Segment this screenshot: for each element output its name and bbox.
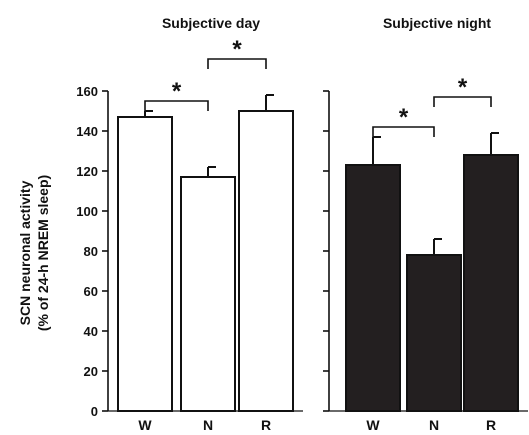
panel-2-category-label-W: W <box>366 417 380 433</box>
panel-2-category-label-N: N <box>429 417 439 433</box>
y-axis-label-line2: (% of 24-h NREM sleep) <box>35 175 51 331</box>
panel-1-category-label-R: R <box>261 417 271 433</box>
y-tick-label-140: 140 <box>76 124 98 139</box>
y-tick-label-120: 120 <box>76 164 98 179</box>
panel-2-category-label-R: R <box>486 417 496 433</box>
panel-1-category-label-N: N <box>203 417 213 433</box>
panel-2-bar-W <box>345 164 401 412</box>
panel-2-title: Subjective night <box>383 15 491 31</box>
panel-2-bar-R <box>463 154 519 412</box>
panel-2-significance-star-2: * <box>458 74 468 101</box>
panel-1-significance-bracket-1 <box>144 100 209 111</box>
panel-2-significance-bracket-2 <box>433 96 492 107</box>
panel-1-bar-W <box>117 116 173 412</box>
panel-1-title: Subjective day <box>162 15 260 31</box>
y-tick-label-160: 160 <box>76 84 98 99</box>
panel-1-bar-N <box>180 176 236 412</box>
panel-1-significance-star-2: * <box>232 36 242 63</box>
y-tick-label-40: 40 <box>84 324 98 339</box>
panel-1-significance-bracket-2 <box>207 58 267 69</box>
y-axis-label-line1: SCN neuronal activity <box>17 180 33 325</box>
panel-1-category-label-W: W <box>138 417 152 433</box>
panel-1-bar-R <box>238 110 294 412</box>
y-tick-label-60: 60 <box>84 284 98 299</box>
y-tick-label-0: 0 <box>91 404 98 419</box>
panel-2-significance-bracket-1 <box>372 126 435 137</box>
y-tick-label-20: 20 <box>84 364 98 379</box>
y-tick-label-100: 100 <box>76 204 98 219</box>
panel-2-significance-star-1: * <box>399 104 409 131</box>
panel-2-bar-N <box>406 254 462 412</box>
y-tick-label-80: 80 <box>84 244 98 259</box>
panel-1-significance-star-1: * <box>172 78 182 105</box>
